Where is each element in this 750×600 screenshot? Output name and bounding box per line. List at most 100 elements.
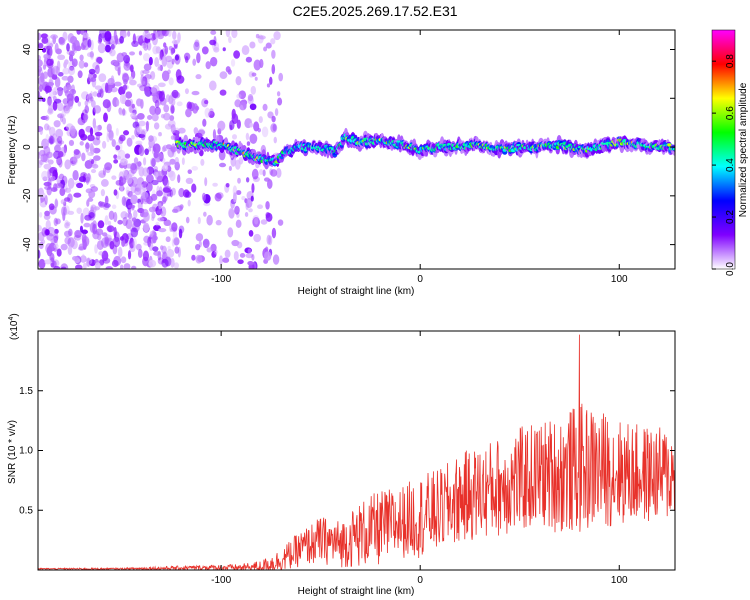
noise-blob (104, 30, 112, 42)
noise-blob (163, 178, 170, 188)
noise-blob (218, 162, 227, 168)
noise-blob (103, 112, 108, 123)
noise-blob (176, 101, 183, 107)
noise-blob (197, 216, 201, 225)
noise-blob (258, 116, 263, 124)
noise-blob (118, 107, 123, 116)
noise-blob (184, 88, 189, 95)
noise-blob (161, 146, 167, 153)
noise-blob (270, 169, 278, 177)
noise-blob (245, 132, 250, 141)
noise-blob (236, 241, 243, 249)
noise-blob (95, 228, 104, 236)
noise-blob (171, 222, 178, 232)
noise-blob (49, 257, 55, 268)
noise-blob (88, 68, 96, 75)
noise-blob (139, 183, 144, 190)
noise-blob (76, 182, 84, 189)
noise-blob (105, 266, 113, 269)
noise-blob (191, 165, 199, 171)
noise-blob (47, 159, 54, 165)
noise-blob (122, 84, 128, 91)
noise-blob (147, 115, 153, 121)
noise-blob (129, 237, 135, 249)
noise-blob (164, 123, 173, 130)
noise-blob (84, 173, 92, 184)
noise-blob (68, 139, 75, 147)
noise-blob (107, 77, 115, 86)
noise-blob (68, 54, 74, 62)
noise-blob (54, 198, 58, 209)
noise-blob (250, 85, 257, 95)
noise-blob (158, 202, 162, 210)
y-tick-label: 40 (22, 44, 33, 56)
noise-blob (120, 211, 128, 219)
noise-blob (102, 232, 108, 237)
noise-blob (187, 169, 193, 175)
noise-blob (125, 186, 130, 194)
noise-blob (62, 117, 67, 125)
noise-blob (245, 253, 254, 259)
noise-blob (43, 181, 52, 187)
noise-blob (158, 91, 166, 102)
noise-blob (247, 95, 254, 105)
noise-blob (219, 255, 223, 265)
noise-blob (126, 173, 133, 185)
noise-blob (40, 192, 46, 199)
noise-blob (106, 133, 110, 143)
noise-blob (255, 33, 260, 39)
noise-blob (54, 144, 61, 153)
noise-blob (49, 135, 55, 145)
noise-blob (79, 141, 84, 146)
noise-blob (77, 101, 82, 107)
noise-blob (152, 143, 161, 154)
noise-blob (214, 192, 222, 202)
noise-blob (113, 189, 118, 196)
noise-blob (229, 120, 235, 131)
noise-blob (86, 199, 90, 207)
noise-blob (56, 158, 62, 164)
noise-blob (58, 173, 65, 180)
noise-blob (43, 123, 50, 131)
snr-panel: -100 0 100 0.5 1.0 1.5 Height of straight li… (7, 313, 676, 597)
noise-blob (278, 72, 284, 82)
noise-blob (196, 52, 201, 64)
noise-blob (78, 243, 84, 251)
noise-blob (238, 90, 247, 100)
noise-blob (156, 210, 164, 215)
noise-blob (90, 77, 97, 83)
noise-blob (94, 244, 98, 254)
noise-blob (98, 259, 105, 266)
noise-blob (277, 97, 283, 106)
noise-blob (163, 104, 170, 113)
noise-blob (204, 177, 208, 187)
noise-blob (277, 219, 284, 226)
noise-blob (155, 46, 161, 54)
noise-blob (125, 219, 133, 230)
noise-blob (66, 93, 74, 102)
noise-blob (248, 230, 254, 237)
noise-blob (184, 55, 189, 63)
noise-blob (201, 46, 209, 55)
noise-blob (98, 172, 106, 178)
noise-blob (121, 170, 129, 176)
noise-blob (154, 32, 159, 39)
colorbar-tick-label: 0.2 (725, 210, 736, 224)
noise-blob (228, 208, 235, 219)
noise-blob (117, 246, 123, 258)
colorbar: 0.0 0.2 0.4 0.6 0.8 Normalized spectral ampl… (711, 29, 749, 276)
noise-blob (46, 125, 51, 131)
noise-blob (273, 136, 277, 144)
noise-blob (235, 190, 242, 196)
noise-blob (131, 205, 135, 211)
noise-blob (142, 53, 151, 62)
noise-blob (77, 70, 83, 79)
noise-blob (69, 35, 78, 45)
noise-blob (48, 126, 56, 137)
noise-blob (244, 247, 253, 254)
noise-blob (120, 264, 124, 269)
noise-blob (195, 233, 204, 242)
noise-blob (59, 114, 64, 123)
colorbar-tick-label: 0.0 (725, 262, 736, 276)
noise-blob (131, 135, 135, 140)
